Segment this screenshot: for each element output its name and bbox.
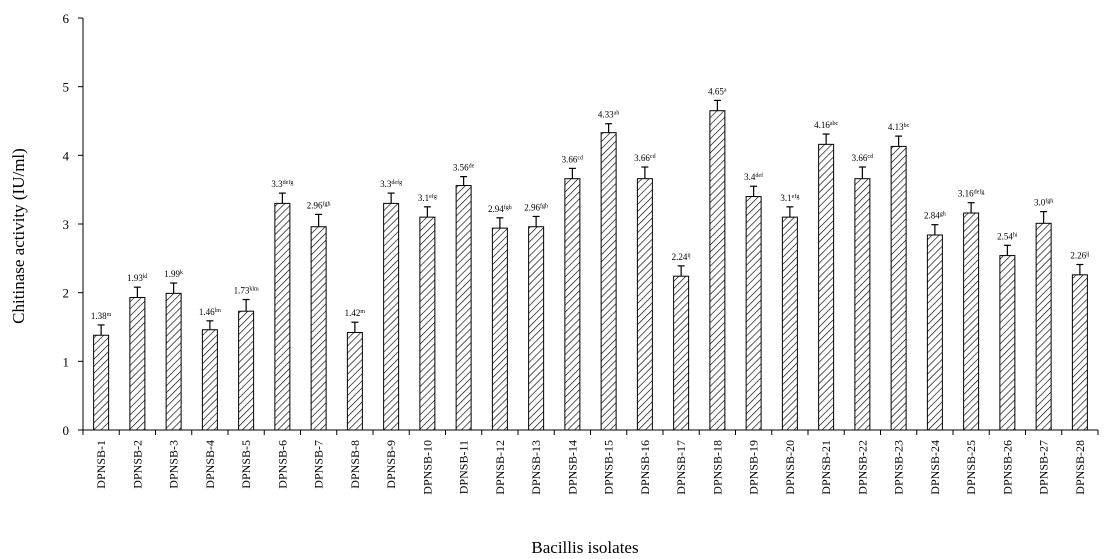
x-tick-label-23: DPNSB-23 bbox=[892, 440, 906, 495]
x-tick-label-25: DPNSB-25 bbox=[964, 440, 978, 495]
bar-26 bbox=[999, 255, 1016, 431]
data-label-8: 1.42m bbox=[345, 308, 366, 318]
data-label-7: 2.96fgh bbox=[307, 200, 331, 210]
data-label-12: 2.94fgh bbox=[488, 204, 512, 214]
x-tick-label-19: DPNSB-19 bbox=[747, 440, 761, 495]
data-label-5: 1.73klm bbox=[234, 286, 259, 296]
x-tick-label-17: DPNSB-17 bbox=[674, 440, 688, 495]
error-bars-group bbox=[97, 99, 1084, 336]
bar-27 bbox=[1035, 222, 1052, 431]
data-label-16: 3.66cd bbox=[634, 153, 655, 163]
bars-group bbox=[93, 110, 1088, 431]
x-tick-label-9: DPNSB-9 bbox=[384, 440, 398, 489]
data-label-13: 2.96fgh bbox=[524, 202, 548, 212]
data-label-9: 3.3defg bbox=[380, 179, 402, 189]
data-label-15: 4.33ab bbox=[598, 110, 619, 120]
data-label-19: 3.4def bbox=[744, 172, 763, 182]
bar-10 bbox=[419, 216, 436, 431]
bar-14 bbox=[564, 178, 581, 431]
bar-23 bbox=[890, 145, 907, 431]
bar-19 bbox=[745, 196, 762, 431]
bar-17 bbox=[673, 275, 690, 431]
data-label-27: 3.0fgh bbox=[1034, 198, 1053, 208]
x-tick-label-13: DPNSB-13 bbox=[529, 440, 543, 495]
bar-22 bbox=[854, 178, 871, 431]
data-label-4: 1.46lm bbox=[199, 307, 221, 317]
x-tick-label-8: DPNSB-8 bbox=[348, 440, 362, 489]
y-axis-title: Chitinase activity (IU/ml) bbox=[9, 148, 28, 324]
data-label-20: 3.1efg bbox=[780, 193, 799, 203]
bar-25 bbox=[963, 212, 980, 431]
y-tick-label: 6 bbox=[63, 11, 70, 26]
bar-9 bbox=[383, 202, 400, 431]
x-tick-label-24: DPNSB-24 bbox=[928, 440, 942, 495]
y-tick-label: 4 bbox=[63, 148, 70, 163]
data-label-23: 4.13bc bbox=[888, 122, 910, 132]
y-tick-label: 1 bbox=[63, 354, 70, 369]
data-label-11: 3.56de bbox=[453, 163, 475, 173]
data-labels-group: 1.38m 1.93kl 1.99k 1.46lm 1.73klm 3.3defg 2.96… bbox=[91, 86, 1090, 321]
x-tick-label-7: DPNSB-7 bbox=[312, 440, 326, 489]
x-tick-label-18: DPNSB-18 bbox=[710, 440, 724, 495]
bar-2 bbox=[129, 296, 146, 431]
data-label-26: 2.54hi bbox=[997, 231, 1018, 241]
bar-6 bbox=[274, 202, 291, 431]
x-tick-label-14: DPNSB-14 bbox=[565, 440, 579, 495]
bar-1 bbox=[93, 334, 110, 431]
data-label-10: 3.1efg bbox=[418, 193, 437, 203]
x-tick-label-12: DPNSB-12 bbox=[493, 440, 507, 495]
x-axis-title: Bacillis isolates bbox=[531, 538, 638, 557]
data-label-6: 3.3defg bbox=[271, 179, 293, 189]
y-tick-label: 0 bbox=[63, 423, 70, 438]
x-tick-label-20: DPNSB-20 bbox=[783, 440, 797, 495]
bar-28 bbox=[1071, 274, 1088, 431]
data-label-25: 3.16defg bbox=[958, 189, 984, 199]
x-tick-labels-group: DPNSB-1 DPNSB-2 DPNSB-3 DPNSB-4 DPNSB-5 DPNSB… bbox=[94, 440, 1087, 495]
x-tick-label-3: DPNSB-3 bbox=[167, 440, 181, 489]
y-tick-label: 5 bbox=[63, 80, 70, 95]
bar-15 bbox=[600, 132, 617, 431]
bar-7 bbox=[310, 226, 327, 431]
data-label-28: 2.26ij bbox=[1070, 251, 1089, 261]
x-tick-label-6: DPNSB-6 bbox=[275, 440, 289, 489]
data-label-1: 1.38m bbox=[91, 311, 112, 321]
x-tick-label-4: DPNSB-4 bbox=[203, 440, 217, 489]
bar-21 bbox=[818, 143, 835, 431]
data-label-22: 3.66cd bbox=[852, 153, 873, 163]
y-tick-label: 3 bbox=[63, 217, 70, 232]
data-label-21: 4.16abc bbox=[814, 120, 838, 130]
bar-12 bbox=[491, 227, 508, 431]
data-label-24: 2.84gh bbox=[924, 211, 946, 221]
bar-11 bbox=[455, 185, 472, 431]
x-tick-label-15: DPNSB-15 bbox=[602, 440, 616, 495]
x-tick-label-11: DPNSB-11 bbox=[457, 440, 471, 494]
x-tick-label-2: DPNSB-2 bbox=[130, 440, 144, 489]
bar-3 bbox=[165, 292, 182, 431]
bar-20 bbox=[781, 216, 798, 431]
x-tick-label-28: DPNSB-28 bbox=[1073, 440, 1087, 495]
data-label-17: 2.24ij bbox=[672, 252, 691, 262]
x-tick-label-26: DPNSB-26 bbox=[1000, 440, 1014, 495]
x-tick-label-16: DPNSB-16 bbox=[638, 440, 652, 495]
bar-8 bbox=[346, 331, 363, 431]
x-tick-label-22: DPNSB-22 bbox=[855, 440, 869, 495]
bar-18 bbox=[709, 110, 726, 431]
x-tick-label-21: DPNSB-21 bbox=[819, 440, 833, 495]
data-label-3: 1.99k bbox=[164, 269, 183, 279]
bar-16 bbox=[636, 178, 653, 431]
bar-24 bbox=[926, 234, 943, 431]
bar-4 bbox=[201, 329, 218, 431]
data-label-14: 3.66cd bbox=[562, 154, 583, 164]
bar-5 bbox=[238, 310, 255, 431]
bar-13 bbox=[528, 226, 545, 431]
data-label-2: 1.93kl bbox=[127, 273, 148, 283]
y-tick-label: 2 bbox=[63, 286, 70, 301]
x-tick-label-10: DPNSB-10 bbox=[420, 440, 434, 495]
data-label-18: 4.65a bbox=[708, 86, 727, 96]
x-tick-label-27: DPNSB-27 bbox=[1037, 440, 1051, 495]
x-tick-label-1: DPNSB-1 bbox=[94, 440, 108, 489]
x-tick-label-5: DPNSB-5 bbox=[239, 440, 253, 489]
